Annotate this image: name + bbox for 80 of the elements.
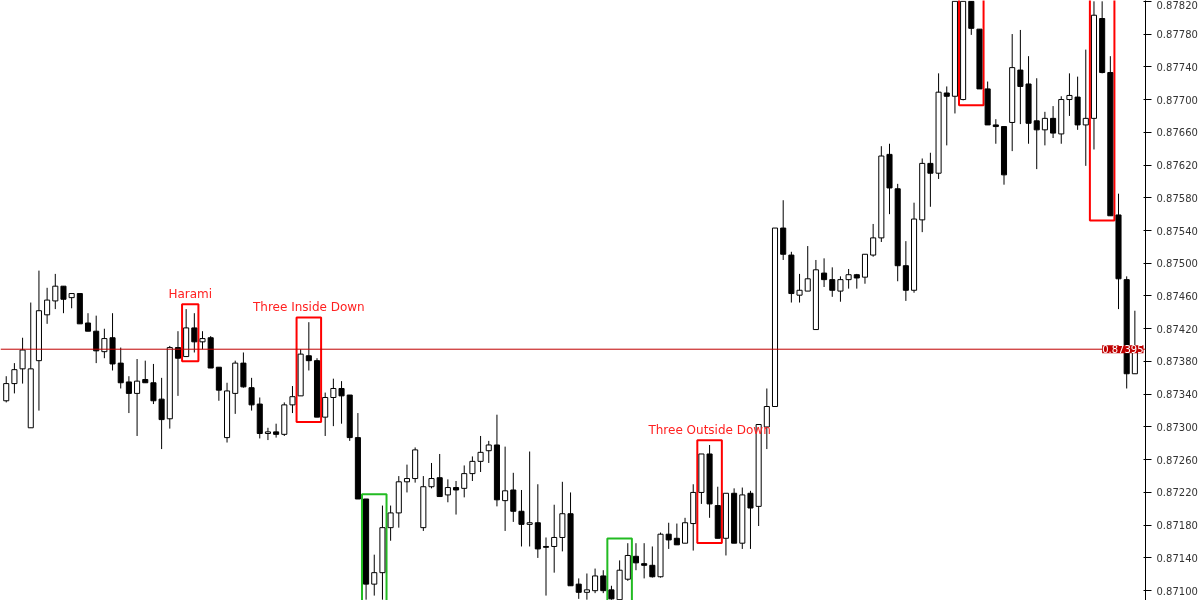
candlestick	[84, 312, 92, 332]
candlestick	[117, 347, 124, 389]
candlestick	[641, 542, 648, 579]
candlestick	[1041, 111, 1048, 146]
candlestick	[93, 315, 100, 364]
candlestick	[870, 223, 877, 258]
y-tick-label: 0.87380	[1156, 356, 1198, 368]
candlestick	[992, 118, 999, 145]
candlestick	[510, 472, 517, 523]
candlestick	[861, 253, 869, 285]
candlestick	[600, 569, 607, 594]
annotation: Three Inside Down	[251, 300, 365, 315]
candlestick	[665, 522, 672, 550]
candlestick	[673, 523, 680, 546]
y-tick-label: 0.87580	[1156, 192, 1198, 204]
candlestick	[943, 85, 950, 146]
y-tick-label: 0.87500	[1156, 258, 1198, 270]
candlestick	[52, 273, 59, 310]
y-tick-label: 0.87220	[1156, 487, 1198, 499]
candlestick	[134, 358, 141, 437]
y-tick-label: 0.87780	[1156, 29, 1198, 41]
candlestick	[1050, 105, 1057, 139]
candlestick	[240, 351, 247, 389]
candlestick	[387, 505, 394, 542]
candlestick	[682, 517, 689, 544]
candlestick	[322, 392, 329, 437]
y-tick-label: 0.87300	[1156, 421, 1198, 433]
candlestick	[804, 245, 811, 292]
candlestick	[215, 366, 222, 402]
candlestick	[125, 375, 132, 414]
candlestick	[3, 375, 10, 403]
candlestick	[477, 435, 484, 473]
candlestick	[1082, 49, 1089, 167]
candlestick	[485, 440, 492, 464]
candlestick	[551, 504, 558, 574]
y-tick-label: 0.87180	[1156, 520, 1198, 532]
y-tick-label: 0.87620	[1156, 160, 1198, 172]
candlestick	[444, 478, 451, 503]
y-tick-label: 0.87660	[1156, 127, 1198, 139]
candlestick	[142, 360, 149, 384]
candlestick	[502, 446, 509, 532]
candlestick	[289, 385, 296, 414]
candlestick	[837, 275, 844, 303]
y-tick-label: 0.87140	[1156, 552, 1198, 564]
y-tick-label: 0.87420	[1156, 323, 1198, 335]
candlestick	[542, 536, 550, 597]
candlestick	[403, 464, 411, 493]
ref-line-label: 0.87395	[1102, 344, 1144, 356]
candlestick	[11, 362, 18, 394]
candlestick	[371, 554, 378, 597]
candlestick	[44, 287, 51, 325]
y-tick-label: 0.87540	[1156, 225, 1198, 237]
candlestick	[174, 330, 182, 397]
candlestick	[821, 257, 828, 288]
candlestick	[829, 266, 836, 298]
candlestick	[19, 337, 26, 385]
y-tick-label: 0.87700	[1156, 94, 1198, 106]
candlestick	[575, 577, 582, 600]
candlestick	[1033, 77, 1040, 170]
candlestick	[592, 568, 599, 594]
candlestick	[632, 542, 640, 571]
y-tick-label: 0.87820	[1156, 0, 1198, 11]
candlestick	[583, 572, 590, 600]
candlestick	[273, 423, 280, 439]
y-tick-label: 0.87740	[1156, 61, 1198, 73]
candlestick	[461, 464, 468, 498]
candlestick	[845, 268, 852, 290]
candlestick	[624, 542, 631, 582]
y-tick-label: 0.87100	[1156, 585, 1198, 597]
candlestick	[469, 455, 476, 482]
candlestick	[453, 480, 460, 516]
y-tick-label: 0.87340	[1156, 389, 1198, 401]
y-tick-label: 0.87260	[1156, 454, 1198, 466]
candlestick	[264, 427, 271, 441]
y-tick-label: 0.87460	[1156, 291, 1198, 302]
candlestick	[248, 377, 255, 412]
annotation: Harami	[168, 287, 213, 302]
candlestick	[428, 462, 435, 489]
candlestick	[436, 453, 443, 498]
candlestick	[305, 321, 312, 371]
